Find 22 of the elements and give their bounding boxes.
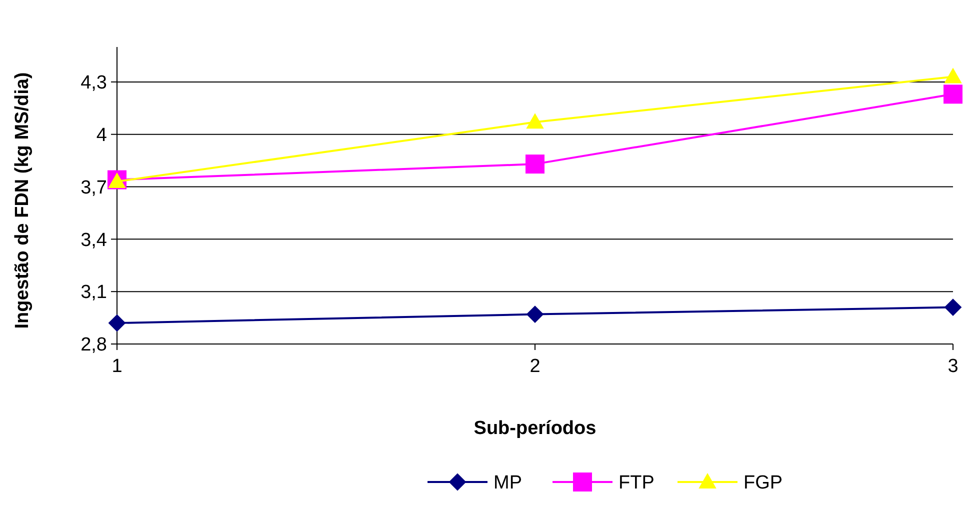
- y-axis-title: Ingestão de FDN (kg MS/dia): [12, 72, 33, 329]
- y-tick-label: 4,3: [80, 72, 107, 94]
- point: [526, 306, 544, 323]
- x-tick-label: 2: [530, 356, 540, 377]
- y-tick-label: 3,4: [80, 230, 108, 251]
- point: [944, 298, 962, 316]
- x-tick-label: 1: [112, 356, 122, 377]
- legend-label: MP: [494, 472, 522, 494]
- point: [526, 114, 544, 129]
- point: [108, 314, 126, 332]
- x-tick-label: 3: [948, 356, 958, 377]
- legend-label: FGP: [744, 472, 783, 494]
- point: [944, 68, 962, 84]
- point: [944, 84, 962, 104]
- point: [108, 173, 126, 188]
- y-tick-label: 2,8: [80, 334, 107, 356]
- point: [526, 154, 544, 174]
- y-tick-label: 3,7: [80, 177, 107, 198]
- legend-label: FTP: [618, 472, 654, 494]
- y-tick-label: 3,1: [80, 282, 107, 304]
- y-tick-label: 4: [96, 125, 108, 146]
- x-axis-title: Sub-períodos: [474, 418, 596, 439]
